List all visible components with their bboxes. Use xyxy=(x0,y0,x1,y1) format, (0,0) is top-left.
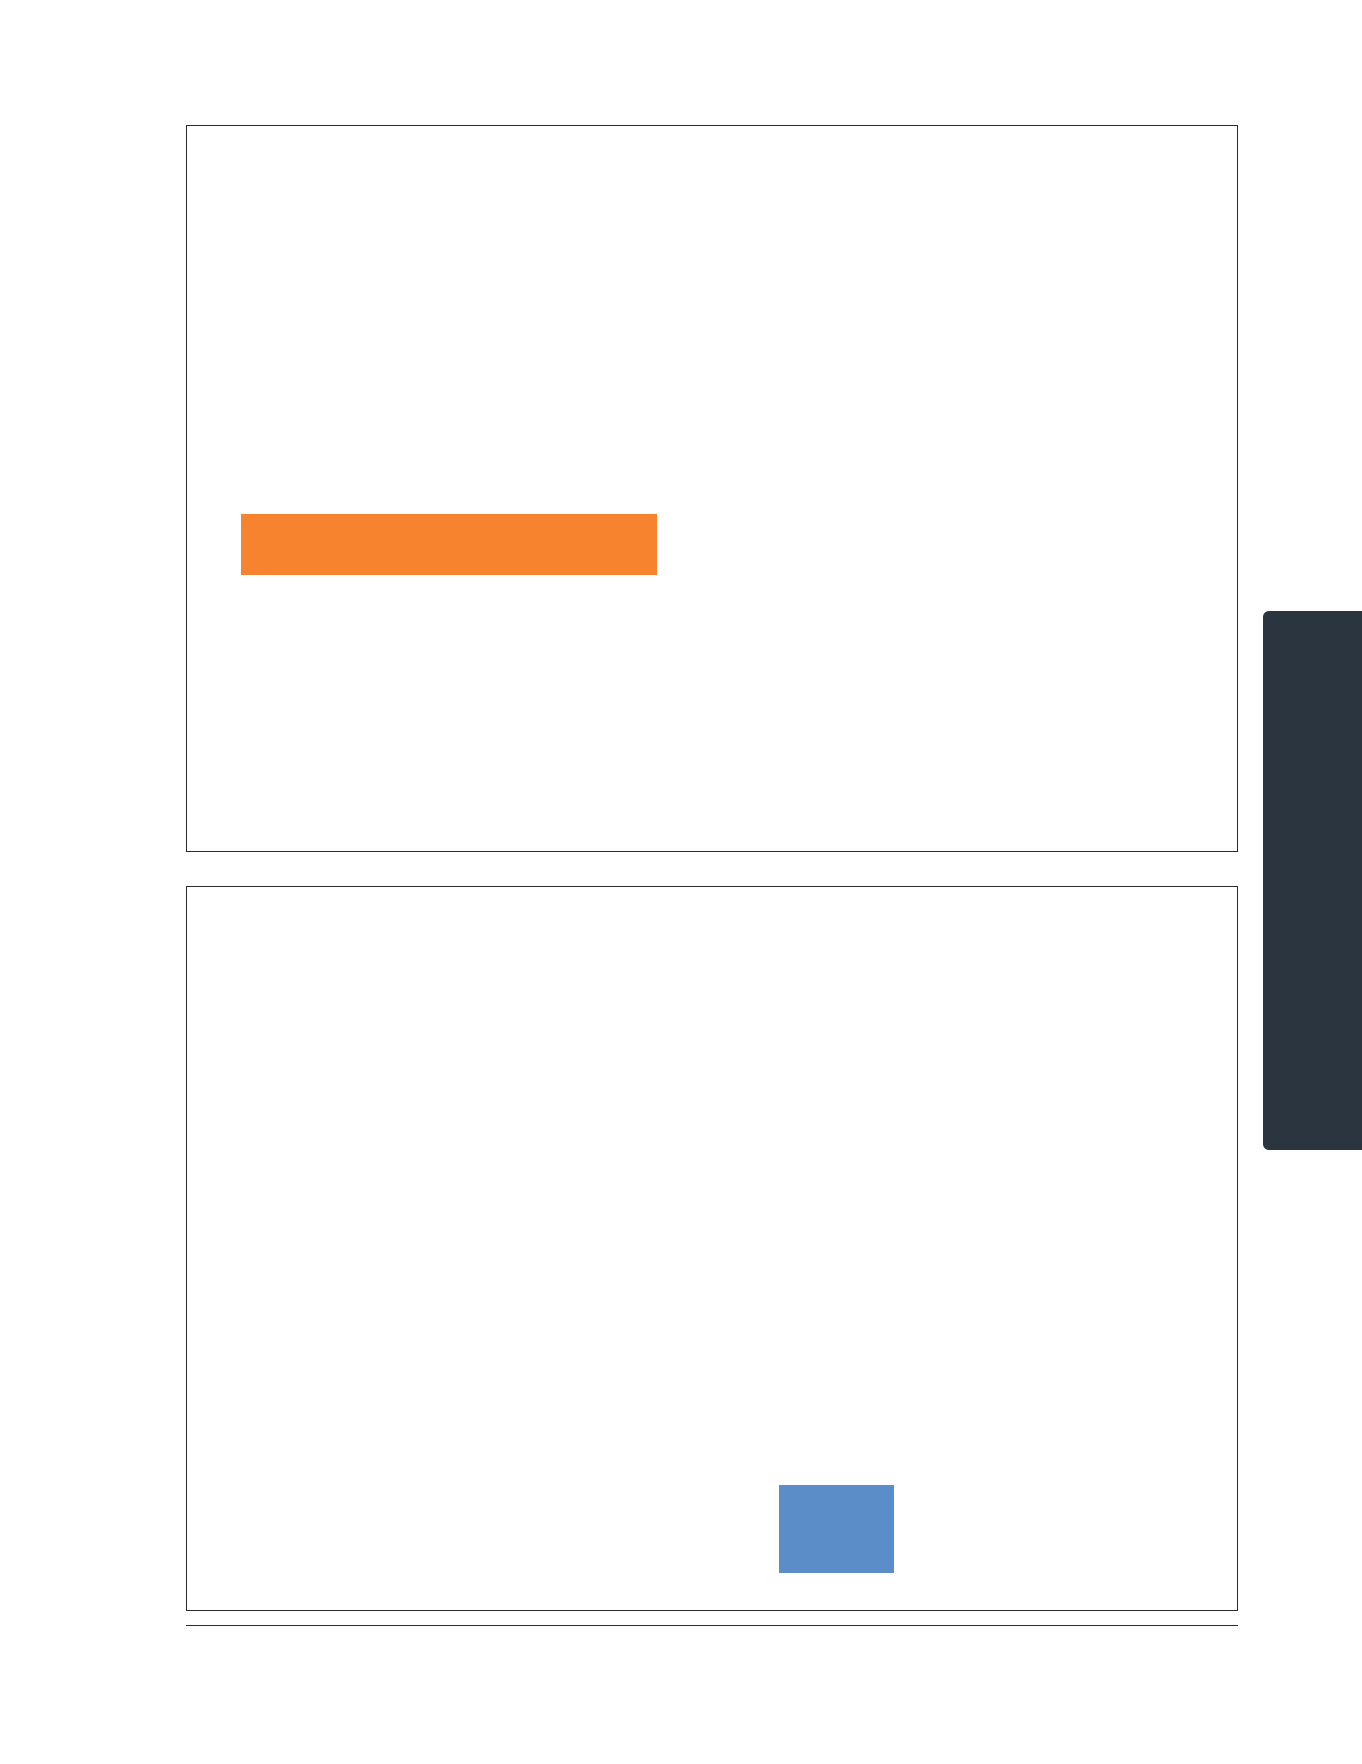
slide-frame-top xyxy=(186,125,1238,852)
side-tab[interactable] xyxy=(1263,611,1362,1150)
orange-bar xyxy=(241,514,657,575)
footer-rule xyxy=(186,1625,1238,1626)
slide-frame-bottom xyxy=(186,886,1238,1611)
blue-block xyxy=(779,1485,894,1573)
